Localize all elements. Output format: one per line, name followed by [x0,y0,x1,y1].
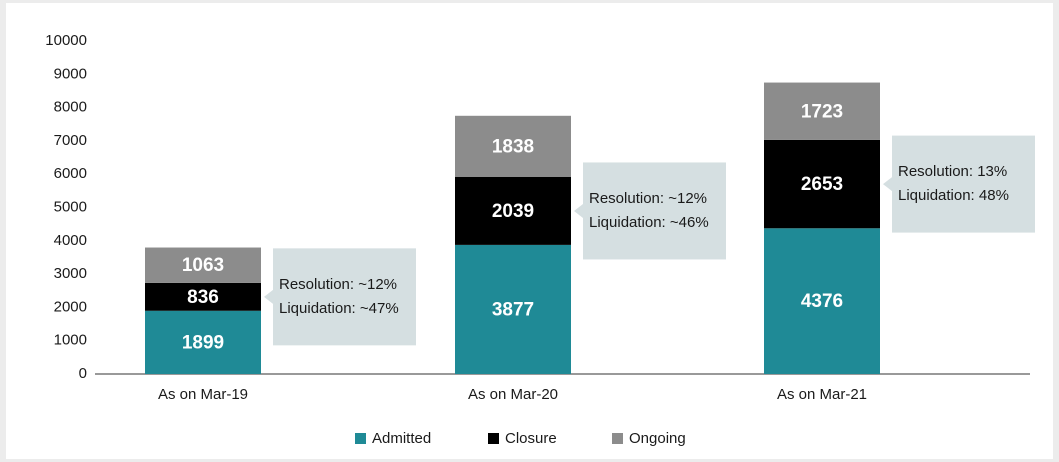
callout-text: Resolution: ~12% [589,190,707,207]
y-tick-label: 5000 [54,198,87,215]
y-tick-label: 1000 [54,332,87,349]
data-label: 1723 [801,101,843,122]
y-tick-label: 3000 [54,265,87,282]
callout-box [273,248,416,346]
callout-text: Resolution: ~12% [279,276,397,293]
legend-swatch [612,433,623,444]
callout-pointer [574,203,583,218]
data-label: 1899 [182,332,224,353]
y-tick-label: 0 [79,365,87,382]
data-label: 3877 [492,299,534,320]
y-tick-label: 2000 [54,298,87,315]
bar-segment [764,228,880,374]
legend-label: Admitted [372,430,431,447]
y-tick-label: 6000 [54,165,87,182]
y-tick-label: 10000 [45,32,87,49]
data-label: 836 [187,287,219,308]
x-tick-label: As on Mar-21 [777,386,867,403]
legend-swatch [355,433,366,444]
callout-text: Liquidation: 48% [898,187,1009,204]
x-tick-label: As on Mar-20 [468,386,558,403]
legend-swatch [488,433,499,444]
callout-text: Liquidation: ~46% [589,214,709,231]
callout-text: Resolution: 13% [898,163,1007,180]
data-label: 1838 [492,136,534,157]
bar-segment [455,244,571,374]
callout-pointer [883,177,892,192]
bar-segment [764,82,880,140]
data-label: 2653 [801,174,843,195]
y-tick-label: 4000 [54,232,87,249]
callout-pointer [264,289,273,304]
bar-segment [764,139,880,229]
bar-segment [145,310,261,374]
callout-box [583,162,726,260]
data-label: 4376 [801,291,843,312]
legend-label: Closure [505,430,557,447]
x-tick-label: As on Mar-19 [158,386,248,403]
y-tick-label: 8000 [54,99,87,116]
data-label: 2039 [492,201,534,222]
y-tick-label: 9000 [54,65,87,82]
callout-text: Liquidation: ~47% [279,300,399,317]
bar-segment [455,176,571,245]
legend-label: Ongoing [629,430,686,447]
bar-segment [145,247,261,283]
y-tick-label: 7000 [54,132,87,149]
callout-box [892,135,1035,233]
bar-segment [145,282,261,311]
bar-segment [455,115,571,177]
data-label: 1063 [182,255,224,276]
